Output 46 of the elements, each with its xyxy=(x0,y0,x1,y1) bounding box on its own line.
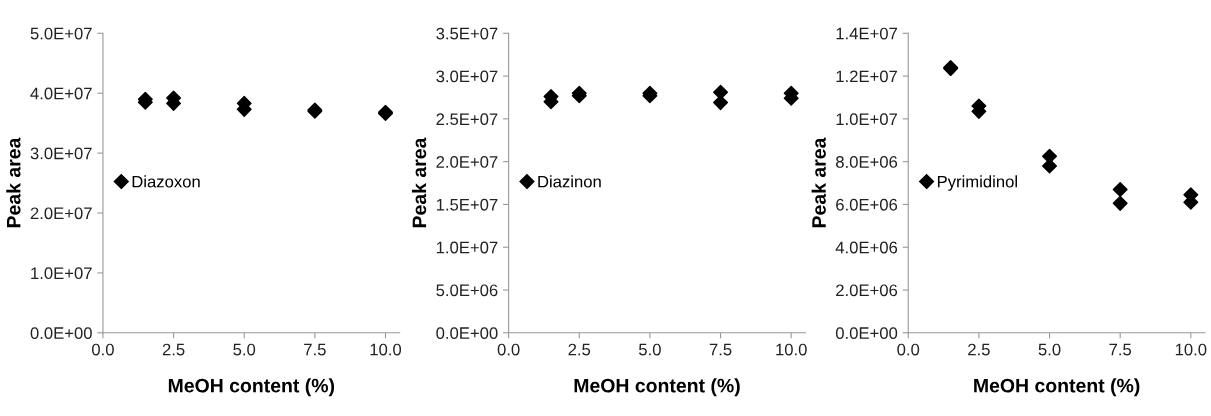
x-axis-title: MeOH content (%) xyxy=(168,378,335,397)
x-tick-label: 0.0 xyxy=(897,343,920,356)
y-axis-title: Peak area xyxy=(411,137,427,228)
y-tick-label: 2.5E+07 xyxy=(436,113,498,126)
y-tick-label: 5.0E+06 xyxy=(436,284,498,297)
y-axis-title: Peak area xyxy=(811,137,826,228)
x-tick-label: 10.0 xyxy=(776,343,807,356)
x-tick-label: 5.0 xyxy=(638,343,661,356)
y-tick-label: 1.0E+07 xyxy=(836,113,897,126)
y-tick-label: 3.0E+07 xyxy=(30,147,92,160)
y-tick-label: 2.0E+06 xyxy=(836,284,898,297)
y-tick-label: 4.0E+06 xyxy=(835,241,898,254)
y-tick-label: 1.0E+07 xyxy=(436,241,498,254)
y-tick-label: 0.0E+00 xyxy=(835,327,898,339)
x-axis-title: MeOH content (%) xyxy=(574,378,740,397)
y-tick-label: 1.4E+07 xyxy=(836,27,897,40)
x-tick-label: 2.5 xyxy=(968,343,990,356)
x-axis-title: MeOH content (%) xyxy=(974,378,1140,397)
y-tick-label: 0.0E+00 xyxy=(30,327,92,339)
y-tick-label: 6.0E+06 xyxy=(836,198,898,211)
y-axis-title: Peak area xyxy=(6,137,21,228)
x-tick-label: 10.0 xyxy=(1175,343,1207,356)
x-tick-label: 2.5 xyxy=(162,343,185,356)
x-tick-label: 7.5 xyxy=(304,343,326,356)
legend-label: Diazinon xyxy=(538,175,601,188)
y-tick-label: 2.0E+07 xyxy=(30,207,92,220)
y-tick-label: 3.0E+07 xyxy=(436,70,498,83)
x-tick-label: 5.0 xyxy=(233,343,256,356)
y-tick-label: 8.0E+06 xyxy=(836,156,898,168)
x-tick-label: 5.0 xyxy=(1038,343,1061,356)
legend-label: Diazoxon xyxy=(132,175,200,188)
x-tick-label: 7.5 xyxy=(1109,343,1132,356)
y-tick-label: 1.2E+07 xyxy=(836,70,897,83)
y-tick-label: 1.5E+07 xyxy=(436,198,498,211)
y-tick-label: 3.5E+07 xyxy=(436,27,498,40)
x-tick-label: 0.0 xyxy=(92,343,114,356)
y-tick-label: 2.0E+07 xyxy=(436,156,498,168)
y-tick-label: 5.0E+07 xyxy=(30,27,92,40)
legend-label: Pyrimidinol xyxy=(937,175,1017,191)
x-tick-label: 10.0 xyxy=(370,343,402,356)
x-tick-label: 0.0 xyxy=(497,343,520,356)
x-tick-label: 7.5 xyxy=(709,343,732,356)
y-tick-label: 4.0E+07 xyxy=(30,87,92,100)
x-tick-label: 2.5 xyxy=(568,343,591,356)
y-tick-label: 0.0E+00 xyxy=(436,327,498,339)
y-tick-label: 1.0E+07 xyxy=(31,267,92,280)
